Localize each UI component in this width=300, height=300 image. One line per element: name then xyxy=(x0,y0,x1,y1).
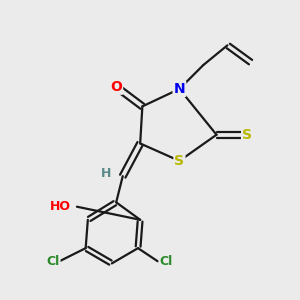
Text: HO: HO xyxy=(50,200,70,213)
Text: Cl: Cl xyxy=(46,255,60,268)
Text: H: H xyxy=(101,167,112,181)
Text: N: N xyxy=(174,82,185,96)
Text: O: O xyxy=(110,80,122,94)
Text: S: S xyxy=(242,128,252,142)
Text: Cl: Cl xyxy=(160,255,173,268)
Text: S: S xyxy=(174,154,184,168)
